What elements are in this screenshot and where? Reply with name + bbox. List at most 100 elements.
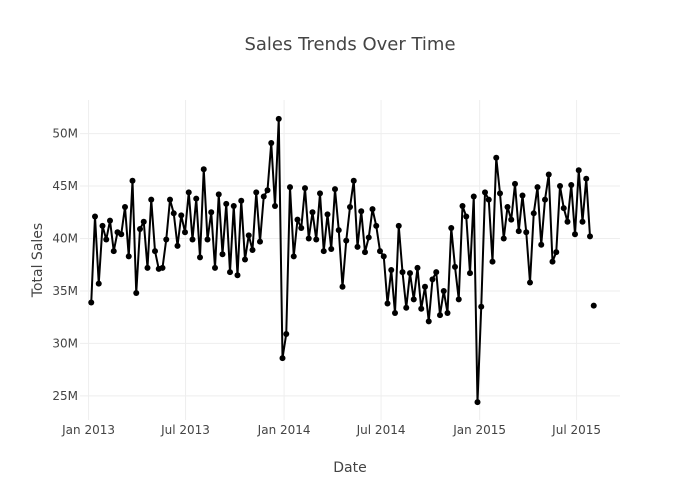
data-point[interactable] <box>467 270 473 277</box>
data-point[interactable] <box>437 312 443 319</box>
data-point[interactable] <box>583 175 590 182</box>
data-point[interactable] <box>399 269 406 276</box>
data-point[interactable] <box>92 213 98 220</box>
data-point[interactable] <box>485 196 492 203</box>
data-point[interactable] <box>410 296 417 303</box>
data-point[interactable] <box>429 276 436 283</box>
data-point[interactable] <box>362 249 368 256</box>
data-point[interactable] <box>482 189 488 196</box>
data-point[interactable] <box>257 238 263 245</box>
data-point[interactable] <box>384 300 391 307</box>
data-point[interactable] <box>335 227 342 234</box>
data-point[interactable] <box>174 242 181 249</box>
data-point[interactable] <box>99 222 106 229</box>
data-point[interactable] <box>137 226 143 233</box>
data-point[interactable] <box>107 217 113 224</box>
data-point[interactable] <box>380 253 387 260</box>
data-point[interactable] <box>320 248 327 255</box>
data-point[interactable] <box>579 218 586 225</box>
data-point[interactable] <box>433 269 440 276</box>
data-point[interactable] <box>542 196 548 203</box>
data-point[interactable] <box>407 270 413 277</box>
data-point[interactable] <box>189 236 196 243</box>
data-point[interactable] <box>110 248 117 255</box>
data-point[interactable] <box>103 236 110 243</box>
data-point[interactable] <box>260 193 267 200</box>
data-point[interactable] <box>182 229 188 236</box>
data-point[interactable] <box>500 235 507 242</box>
data-point[interactable] <box>332 186 338 193</box>
data-point[interactable] <box>422 283 428 290</box>
data-point[interactable] <box>358 208 365 215</box>
data-point[interactable] <box>298 225 305 231</box>
data-point[interactable] <box>253 189 260 196</box>
data-point[interactable] <box>515 228 522 235</box>
data-point[interactable] <box>148 196 155 203</box>
data-point[interactable] <box>568 181 575 188</box>
data-point[interactable] <box>369 206 376 213</box>
data-point[interactable] <box>530 210 537 217</box>
data-point[interactable] <box>440 287 447 294</box>
data-point[interactable] <box>564 218 571 225</box>
data-point[interactable] <box>590 302 597 309</box>
data-point[interactable] <box>163 236 170 243</box>
data-point[interactable] <box>388 266 395 273</box>
data-point[interactable] <box>272 202 278 209</box>
data-point[interactable] <box>538 241 545 248</box>
data-point[interactable] <box>200 166 207 173</box>
data-point[interactable] <box>294 216 301 223</box>
data-point[interactable] <box>249 247 256 254</box>
data-point[interactable] <box>215 191 222 198</box>
data-point[interactable] <box>414 264 421 271</box>
data-point[interactable] <box>549 258 556 265</box>
data-point[interactable] <box>219 251 226 258</box>
data-point[interactable] <box>223 200 230 207</box>
data-point[interactable] <box>459 202 466 209</box>
data-point[interactable] <box>197 254 203 261</box>
data-point[interactable] <box>377 248 383 255</box>
data-point[interactable] <box>354 243 361 250</box>
data-point[interactable] <box>275 115 282 122</box>
data-point[interactable] <box>167 196 173 203</box>
data-point[interactable] <box>448 225 455 231</box>
data-point[interactable] <box>545 171 552 178</box>
data-point[interactable] <box>88 299 95 306</box>
data-point[interactable] <box>245 232 252 239</box>
data-point[interactable] <box>452 263 458 270</box>
data-point[interactable] <box>133 290 140 297</box>
data-point[interactable] <box>193 195 200 202</box>
data-point[interactable] <box>444 309 451 316</box>
data-point[interactable] <box>489 258 496 265</box>
data-point[interactable] <box>343 237 350 244</box>
data-point[interactable] <box>553 249 560 256</box>
data-point[interactable] <box>122 204 128 211</box>
data-point[interactable] <box>455 296 462 303</box>
data-point[interactable] <box>560 205 567 212</box>
data-point[interactable] <box>159 264 166 271</box>
data-point[interactable] <box>317 190 323 197</box>
data-point[interactable] <box>290 253 297 260</box>
data-point[interactable] <box>170 210 177 217</box>
data-point[interactable] <box>95 280 102 287</box>
data-point[interactable] <box>347 204 353 211</box>
data-point[interactable] <box>178 212 185 219</box>
data-point[interactable] <box>309 209 316 216</box>
data-point[interactable] <box>478 303 485 310</box>
data-point[interactable] <box>339 283 346 290</box>
data-point[interactable] <box>497 190 503 197</box>
data-point[interactable] <box>392 309 398 316</box>
data-point[interactable] <box>587 233 593 240</box>
data-point[interactable] <box>534 184 541 191</box>
data-point[interactable] <box>208 209 215 216</box>
data-point[interactable] <box>474 399 481 406</box>
data-point[interactable] <box>264 187 271 194</box>
data-point[interactable] <box>328 245 335 252</box>
data-point[interactable] <box>283 330 290 337</box>
data-point[interactable] <box>350 177 357 184</box>
data-point[interactable] <box>227 269 233 276</box>
data-point[interactable] <box>523 229 530 236</box>
data-point[interactable] <box>302 185 308 192</box>
data-point[interactable] <box>287 184 293 191</box>
data-point[interactable] <box>118 231 125 238</box>
data-point[interactable] <box>152 248 158 255</box>
